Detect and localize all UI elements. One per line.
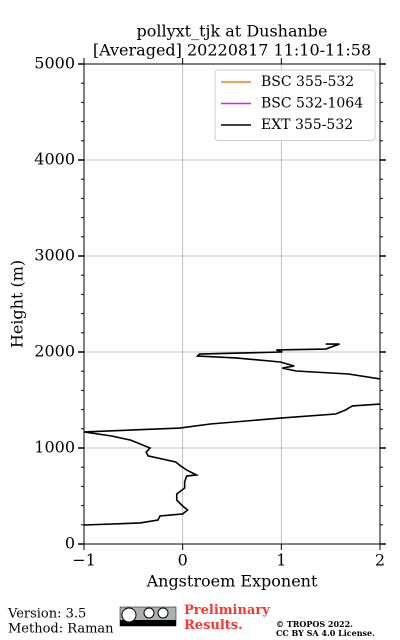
plot-frame <box>83 63 381 545</box>
y-tick-label: 5000 <box>34 54 75 73</box>
y-tick-label: 1000 <box>34 438 75 457</box>
data-line <box>83 343 381 526</box>
legend-label: BSC 355-532 <box>261 74 354 90</box>
x-tick-label: 0 <box>178 551 188 570</box>
legend-box <box>214 69 376 141</box>
y-axis-label: Height (m) <box>8 260 27 348</box>
chart-title: pollyxt_tjk at Dushanbe <box>136 22 327 41</box>
cc-logo <box>119 606 177 627</box>
x-tick-label: 2 <box>375 551 385 570</box>
license: CC BY SA 4.0 License. <box>276 628 375 638</box>
y-tick-label: 0 <box>65 534 75 553</box>
y-tick-label: 2000 <box>34 342 75 361</box>
copyright: © TROPOS 2022. <box>276 619 353 629</box>
y-tick-label: 3000 <box>34 246 75 265</box>
x-tick-label: −1 <box>72 551 96 570</box>
legend-label: BSC 532-1064 <box>261 96 363 112</box>
notice: Preliminary Results. <box>184 603 270 633</box>
legend-label: EXT 355-532 <box>261 117 353 133</box>
y-tick-label: 4000 <box>34 150 75 169</box>
version: Version: 3.5 <box>7 607 86 622</box>
x-tick-label: 1 <box>276 551 286 570</box>
chart-subtitle: [Averaged] 20220817 11:10-11:58 <box>93 41 371 60</box>
method: Method: Raman <box>8 622 114 637</box>
x-axis-label: Angstroem Exponent <box>146 572 318 591</box>
